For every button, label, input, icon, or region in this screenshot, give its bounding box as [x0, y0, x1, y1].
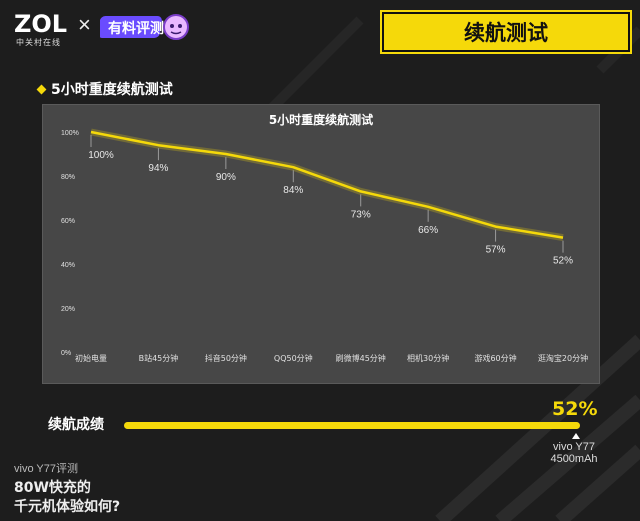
- device-label: vivo Y77 4500mAh: [548, 441, 600, 465]
- data-label: 52%: [553, 256, 573, 267]
- data-label: 66%: [418, 225, 438, 236]
- score-value: 52%: [552, 398, 598, 420]
- y-tick-label: 20%: [61, 306, 75, 313]
- x-tick-label: 刷微博45分钟: [336, 353, 386, 363]
- youliao-review-badge: 有料评测: [100, 14, 189, 40]
- footer-article-label: vivo Y77评测: [14, 463, 78, 475]
- y-tick-label: 0%: [61, 350, 71, 357]
- y-tick-label: 60%: [61, 218, 75, 225]
- section-heading: 5小时重度续航测试: [36, 79, 173, 99]
- pointer-icon: [572, 433, 580, 439]
- diamond-icon: [36, 84, 47, 94]
- data-label: 90%: [216, 172, 236, 183]
- y-tick-label: 40%: [61, 262, 75, 269]
- series-glow: [90, 128, 564, 242]
- x-tick-label: 逛淘宝20分钟: [538, 353, 588, 363]
- x-tick-label: 游戏60分钟: [474, 353, 516, 363]
- x-tick-label: 相机30分钟: [407, 353, 449, 363]
- score-label: 续航成绩: [48, 417, 104, 433]
- footer-article-title-1: 80W快充的: [14, 480, 91, 496]
- page-title: 续航测试: [380, 10, 632, 54]
- battery-chart: 5小时重度续航测试 0% 20% 40% 60% 80% 100% 初始电量 B站45分钟 抖音5…: [42, 104, 600, 384]
- device-battery: 4500mAh: [550, 453, 598, 465]
- section-heading-text: 5小时重度续航测试: [51, 82, 173, 98]
- y-tick-label: 100%: [61, 130, 79, 137]
- cross-icon: ×: [78, 12, 91, 37]
- x-tick-label: 初始电量: [75, 353, 107, 363]
- data-label: 73%: [351, 209, 371, 220]
- battery-chart-svg: 5小时重度续航测试 0% 20% 40% 60% 80% 100% 初始电量 B站45分钟 抖音5…: [61, 112, 588, 363]
- device-model: vivo Y77: [553, 441, 595, 453]
- data-label: 84%: [283, 185, 303, 196]
- x-tick-label: 抖音50分钟: [205, 353, 247, 363]
- series-line: [90, 130, 564, 239]
- chart-title: 5小时重度续航测试: [269, 112, 373, 127]
- data-label: 100%: [88, 150, 114, 161]
- footer-article-title-2: 千元机体验如何?: [14, 499, 121, 515]
- x-tick-label: QQ50分钟: [274, 353, 313, 363]
- data-label: 57%: [486, 245, 506, 256]
- zol-logo: ZOL: [14, 10, 68, 38]
- badge-text: 有料评测: [108, 20, 164, 37]
- data-label: 94%: [148, 163, 168, 174]
- y-tick-label: 80%: [61, 174, 75, 181]
- zol-logo-subtitle: 中关村在线: [16, 38, 61, 47]
- x-tick-label: B站45分钟: [139, 353, 179, 363]
- score-bar: [124, 422, 580, 429]
